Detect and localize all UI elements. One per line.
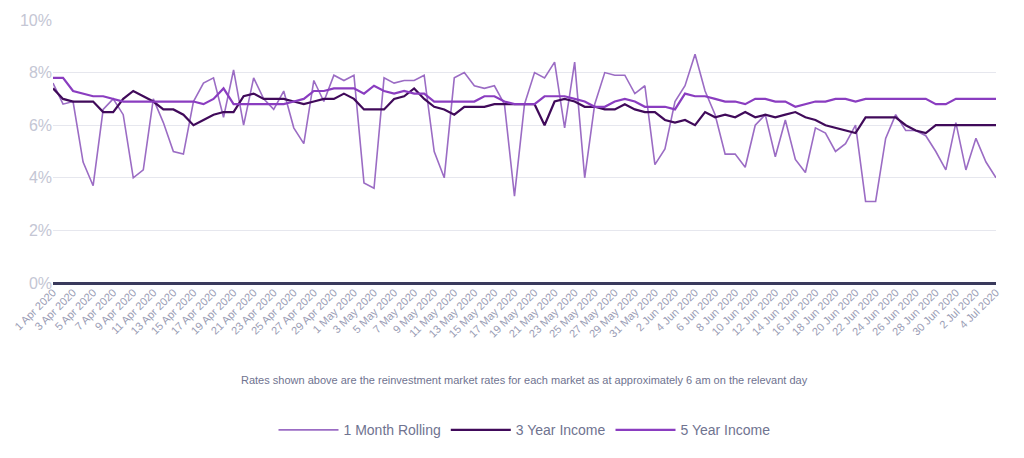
svg-text:5 Apr 2020: 5 Apr 2020 xyxy=(52,286,98,332)
svg-text:6 Jun 2020: 6 Jun 2020 xyxy=(673,286,720,333)
svg-text:10 Jun 2020: 10 Jun 2020 xyxy=(709,286,760,337)
svg-text:27 May 2020: 27 May 2020 xyxy=(567,286,620,339)
svg-text:11 Apr 2020: 11 Apr 2020 xyxy=(109,286,159,336)
svg-text:8%: 8% xyxy=(29,64,52,81)
svg-text:7 Apr 2020: 7 Apr 2020 xyxy=(72,286,118,332)
svg-text:13 May 2020: 13 May 2020 xyxy=(426,286,479,339)
svg-text:1 Apr 2020: 1 Apr 2020 xyxy=(12,286,58,332)
svg-text:18 Jun 2020: 18 Jun 2020 xyxy=(789,286,840,337)
svg-text:10%: 10% xyxy=(20,12,52,29)
svg-text:16 Jun 2020: 16 Jun 2020 xyxy=(769,286,820,337)
svg-text:20 Jun 2020: 20 Jun 2020 xyxy=(810,286,861,337)
svg-text:4%: 4% xyxy=(29,169,52,186)
svg-text:14 Jun 2020: 14 Jun 2020 xyxy=(749,286,800,337)
svg-text:1 May 2020: 1 May 2020 xyxy=(310,286,359,335)
svg-text:11 May 2020: 11 May 2020 xyxy=(407,286,460,339)
svg-text:5 Year Income: 5 Year Income xyxy=(681,422,771,438)
svg-text:29 Apr 2020: 29 Apr 2020 xyxy=(289,286,339,336)
svg-text:8 Jun 2020: 8 Jun 2020 xyxy=(693,286,740,333)
svg-text:23 May 2020: 23 May 2020 xyxy=(526,286,579,339)
svg-text:31 May 2020: 31 May 2020 xyxy=(607,286,660,339)
svg-text:0%: 0% xyxy=(29,275,52,292)
svg-text:4 Jul 2020: 4 Jul 2020 xyxy=(957,286,1001,330)
svg-text:15 Apr 2020: 15 Apr 2020 xyxy=(148,286,198,336)
svg-text:2 Jul 2020: 2 Jul 2020 xyxy=(937,286,981,330)
svg-text:30 Jun 2020: 30 Jun 2020 xyxy=(910,286,961,337)
svg-text:3 May 2020: 3 May 2020 xyxy=(330,286,379,335)
svg-text:12 Jun 2020: 12 Jun 2020 xyxy=(729,286,780,337)
svg-text:6%: 6% xyxy=(29,117,52,134)
svg-text:2%: 2% xyxy=(29,222,52,239)
svg-text:25 Apr 2020: 25 Apr 2020 xyxy=(249,286,299,336)
svg-text:9 Apr 2020: 9 Apr 2020 xyxy=(92,286,138,332)
svg-text:19 May 2020: 19 May 2020 xyxy=(486,286,539,339)
svg-text:26 Jun 2020: 26 Jun 2020 xyxy=(870,286,921,337)
svg-text:3 Year Income: 3 Year Income xyxy=(516,422,606,438)
svg-text:23 Apr 2020: 23 Apr 2020 xyxy=(229,286,279,336)
svg-text:2 Jun 2020: 2 Jun 2020 xyxy=(633,286,680,333)
svg-text:27 Apr 2020: 27 Apr 2020 xyxy=(269,286,319,336)
svg-text:28 Jun 2020: 28 Jun 2020 xyxy=(890,286,941,337)
svg-text:24 Jun 2020: 24 Jun 2020 xyxy=(850,286,901,337)
svg-text:4 Jun 2020: 4 Jun 2020 xyxy=(653,286,700,333)
svg-text:3 Apr 2020: 3 Apr 2020 xyxy=(32,286,78,332)
svg-text:22 Jun 2020: 22 Jun 2020 xyxy=(830,286,881,337)
svg-text:17 Apr 2020: 17 Apr 2020 xyxy=(168,286,218,336)
svg-text:5 May 2020: 5 May 2020 xyxy=(350,286,399,335)
svg-text:17 May 2020: 17 May 2020 xyxy=(466,286,519,339)
svg-text:Rates shown above are the rein: Rates shown above are the reinvestment m… xyxy=(241,374,808,386)
svg-text:7 May 2020: 7 May 2020 xyxy=(370,286,419,335)
svg-text:21 May 2020: 21 May 2020 xyxy=(506,286,559,339)
svg-text:13 Apr 2020: 13 Apr 2020 xyxy=(128,286,178,336)
svg-text:29 May 2020: 29 May 2020 xyxy=(587,286,640,339)
svg-text:25 May 2020: 25 May 2020 xyxy=(547,286,600,339)
svg-text:19 Apr 2020: 19 Apr 2020 xyxy=(188,286,238,336)
svg-text:1 Month Rolling: 1 Month Rolling xyxy=(344,422,441,438)
svg-text:15 May 2020: 15 May 2020 xyxy=(446,286,499,339)
svg-text:21 Apr 2020: 21 Apr 2020 xyxy=(208,286,258,336)
svg-text:9 May 2020: 9 May 2020 xyxy=(390,286,439,335)
